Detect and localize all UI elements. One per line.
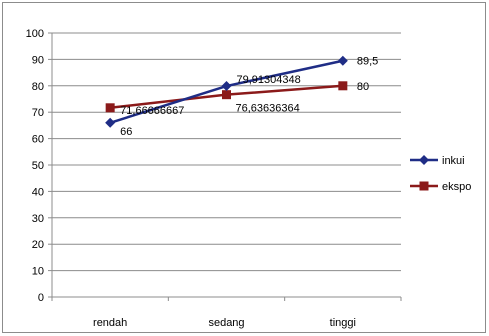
legend-label-ekspo: ekspo bbox=[442, 181, 471, 193]
data-label-inkui: 89,5 bbox=[357, 56, 378, 68]
data-point-inkui bbox=[105, 117, 116, 128]
data-point-ekspo bbox=[338, 81, 348, 91]
y-tick-label: 100 bbox=[26, 28, 44, 40]
y-tick-label: 30 bbox=[32, 213, 44, 225]
data-label-ekspo: 76,63636364 bbox=[236, 103, 300, 115]
data-point-ekspo bbox=[419, 181, 429, 191]
y-tick-label: 90 bbox=[32, 54, 44, 66]
data-point-inkui bbox=[221, 81, 232, 92]
y-tick-label: 0 bbox=[38, 292, 44, 304]
y-tick-label: 20 bbox=[32, 239, 44, 251]
y-tick-label: 40 bbox=[32, 186, 44, 198]
y-tick-label: 70 bbox=[32, 107, 44, 119]
data-point-inkui bbox=[419, 155, 429, 165]
legend-label-inkui: inkui bbox=[442, 155, 465, 167]
data-label-ekspo: 80 bbox=[357, 81, 369, 93]
chart-frame bbox=[2, 2, 486, 333]
data-label-inkui: 79,91304348 bbox=[237, 74, 301, 86]
data-label-ekspo: 71,66666667 bbox=[120, 105, 184, 117]
y-tick-label: 10 bbox=[32, 266, 44, 278]
y-tick-label: 60 bbox=[32, 134, 44, 146]
data-label-inkui: 66 bbox=[120, 126, 132, 138]
data-point-ekspo bbox=[222, 90, 231, 100]
data-point-ekspo bbox=[105, 103, 115, 113]
x-tick-label: sedang bbox=[208, 317, 244, 329]
y-tick-label: 50 bbox=[32, 160, 44, 172]
y-tick-label: 80 bbox=[32, 81, 44, 93]
x-tick-label: tinggi bbox=[330, 317, 356, 329]
data-point-inkui bbox=[337, 55, 348, 66]
x-tick-label: rendah bbox=[93, 317, 127, 329]
